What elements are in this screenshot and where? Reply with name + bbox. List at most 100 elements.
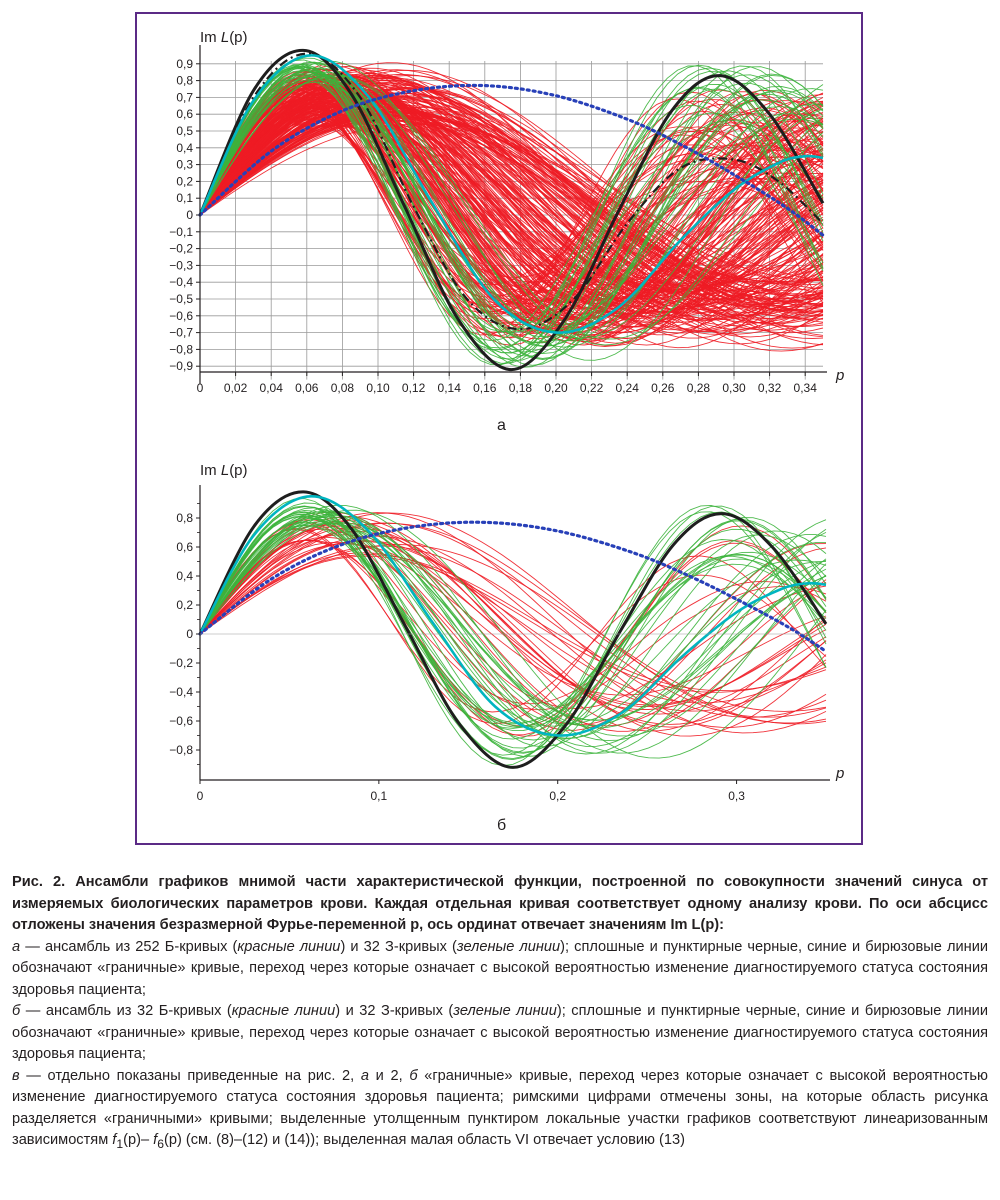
green-curve	[199, 61, 824, 366]
green-curve	[199, 498, 827, 767]
x-tick-label: 0,14	[438, 381, 462, 395]
boundary-curve-2	[198, 520, 828, 653]
y-tick-label: 0	[186, 208, 193, 222]
green-curve	[199, 64, 824, 365]
red-curve	[199, 88, 824, 315]
x-axis-title-b: p	[835, 765, 844, 782]
x-tick-label: 0,20	[544, 381, 568, 395]
red-curve	[199, 92, 824, 301]
green-curve	[199, 71, 824, 339]
y-tick-label: 0,7	[176, 90, 193, 104]
red-curve	[199, 94, 824, 293]
y-tick-label: 0,6	[176, 107, 193, 121]
red-curve	[199, 83, 824, 313]
red-curve	[199, 112, 824, 316]
y-tick-label: 0,5	[176, 124, 193, 138]
x-tick-label: 0,34	[794, 381, 818, 395]
y-tick-label: 0,8	[176, 74, 193, 88]
green-curve	[199, 510, 827, 753]
red-curve	[199, 100, 824, 326]
caption-item-v: в — отдельно показаны приведенные на рис…	[12, 1067, 988, 1151]
green-curve	[199, 524, 827, 724]
x-tick-label: 0,08	[331, 381, 355, 395]
x-tick-label: 0,26	[651, 381, 675, 395]
caption-title: Рис. 2. Ансамбли графиков мнимой части х…	[12, 874, 988, 933]
panel-label-b: б	[497, 817, 506, 834]
axes-b	[199, 485, 830, 781]
red-curve	[199, 86, 824, 306]
y-tick-label: −0,4	[169, 685, 193, 699]
y-tick-label: 0,4	[176, 141, 193, 155]
green-curve	[199, 511, 827, 732]
boundary-curve-3	[198, 83, 825, 237]
x-tick-label: 0,06	[295, 381, 319, 395]
y-tick-label: −0,8	[169, 342, 193, 356]
x-tick-label: 0,22	[580, 381, 604, 395]
boundary-curves-b	[198, 490, 828, 769]
red-curve	[199, 110, 824, 306]
red-curve	[199, 520, 827, 732]
ticks-b: 0 0,1 0,2 0,3 0,8 0,6 0,4 0,2 0 −0,2 −0,4 −0,6 −0,8	[169, 503, 745, 803]
boundary-curve-1	[198, 494, 827, 737]
y-tick-label: −0,4	[169, 275, 193, 289]
y-axis-title-b: Im L(p)	[200, 462, 248, 479]
panel-b: 0 0,1 0,2 0,30,80,60,40,20−0,2−0,4−0,6−0,8 …	[169, 462, 844, 834]
x-tick-label: 0,12	[402, 381, 426, 395]
green-curve	[199, 506, 827, 749]
green-curve	[199, 73, 824, 338]
red-curve	[199, 110, 824, 300]
x-tick-label: 0	[197, 381, 204, 395]
red-curve	[199, 545, 827, 718]
boundary-curve-2	[198, 54, 824, 334]
x-tick-label: 0,28	[687, 381, 711, 395]
y-tick-label: 0,6	[176, 540, 193, 554]
caption-item-b: б — ансамбль из 32 Б-кривых (красные лин…	[12, 1003, 988, 1062]
red-curve	[199, 92, 824, 317]
red-curve	[199, 77, 824, 333]
red-curve	[199, 516, 827, 715]
red-curve	[199, 116, 824, 304]
x-tick-label: 0,3	[728, 789, 745, 803]
x-tick-label: 0,30	[722, 381, 746, 395]
red-curve	[199, 543, 827, 706]
y-tick-label: −0,5	[169, 292, 193, 306]
x-tick-label: 0	[197, 789, 204, 803]
red-curve	[199, 540, 827, 712]
x-tick-label: 0,1	[371, 789, 388, 803]
x-tick-label: 0,10	[366, 381, 390, 395]
red-curve	[199, 555, 827, 693]
ticks-a: 0 0,02 0,04 0,06 0,08 0,10 0,12 0,14 0,16 0,18 0,2…	[169, 57, 817, 395]
y-tick-label: 0,2	[176, 174, 193, 188]
y-tick-label: 0,1	[176, 191, 193, 205]
ensembles-a	[199, 57, 824, 368]
green-curve	[199, 505, 827, 760]
red-curve	[199, 79, 824, 325]
green-curve	[199, 523, 827, 721]
green-curve	[199, 515, 827, 725]
green-curve	[199, 68, 824, 351]
green-curve	[199, 504, 827, 754]
y-tick-label: −0,1	[169, 225, 193, 239]
green-curve	[199, 71, 824, 347]
boundary-curves-a	[198, 48, 825, 372]
boundary-curve-0	[198, 48, 825, 372]
axes-a	[199, 45, 827, 384]
red-curve	[199, 88, 824, 320]
red-curve	[199, 93, 824, 322]
x-tick-label: 0,2	[549, 789, 566, 803]
x-tick-label: 0,18	[509, 381, 533, 395]
caption-item-a: а — ансамбль из 252 Б-кривых (красные ли…	[12, 938, 988, 998]
red-curve	[199, 554, 827, 692]
red-curve	[199, 101, 824, 300]
green-curve	[199, 74, 824, 340]
y-tick-label: 0	[186, 627, 193, 641]
green-curve	[199, 63, 824, 364]
red-curve	[199, 530, 827, 728]
panel-a: 0 0,02 0,04 0,06 0,08 0,10 0,12 0,14 0,16 0,18 0,2…	[169, 29, 844, 434]
red-curve	[199, 88, 824, 331]
red-curve	[199, 107, 824, 283]
y-tick-label: −0,8	[169, 743, 193, 757]
x-tick-label: 0,04	[260, 381, 284, 395]
red-curve	[199, 525, 827, 732]
x-tick-label: 0,16	[473, 381, 497, 395]
